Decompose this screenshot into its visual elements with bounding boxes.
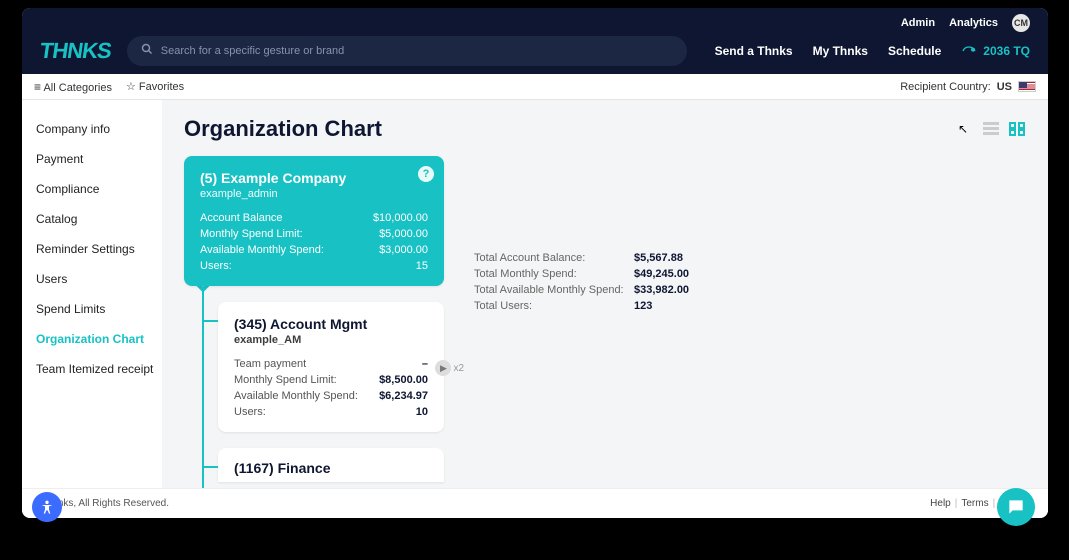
help-icon[interactable]: ?: [418, 166, 434, 182]
expand-badge[interactable]: ▶ x2: [435, 360, 464, 376]
node-subtitle: example_admin: [200, 188, 428, 200]
content-header: Organization Chart ↖: [184, 116, 1026, 142]
stat-label: Available Monthly Spend:: [234, 390, 358, 402]
node-subtitle: example_AM: [234, 334, 428, 346]
grid-view-toggle[interactable]: [1008, 122, 1026, 136]
my-thnks-link[interactable]: My Thnks: [813, 44, 868, 58]
stat-label: Available Monthly Spend:: [200, 244, 324, 256]
stat-label: Users:: [234, 406, 266, 418]
summary-label: Total Users:: [474, 300, 634, 312]
favorites[interactable]: ☆ Favorites: [126, 80, 184, 93]
summary-label: Total Monthly Spend:: [474, 268, 634, 280]
expand-icon: ▶: [435, 360, 451, 376]
sidebar-item-spend-limits[interactable]: Spend Limits: [36, 294, 162, 324]
node-title: (345) Account Mgmt: [234, 316, 428, 332]
logo[interactable]: THNKS: [38, 38, 112, 64]
avatar[interactable]: CM: [1012, 14, 1030, 32]
send-thnks-link[interactable]: Send a Thnks: [715, 44, 793, 58]
stat-value: 10: [416, 406, 428, 418]
footer: 2 Thnks, All Rights Reserved. Help | Ter…: [22, 488, 1048, 518]
all-categories[interactable]: ≡ All Categories: [34, 80, 112, 94]
sidebar: Company info Payment Compliance Catalog …: [22, 100, 162, 518]
tq-amount: 2036 TQ: [983, 44, 1030, 58]
search-wrap[interactable]: [127, 36, 687, 66]
sidebar-item-catalog[interactable]: Catalog: [36, 204, 162, 234]
tq-balance[interactable]: 2036 TQ: [961, 43, 1030, 59]
chat-fab[interactable]: [997, 488, 1035, 526]
stat-value: $5,000.00: [379, 228, 428, 240]
org-node-child[interactable]: ▶ x2 (345) Account Mgmt example_AM Team …: [218, 302, 444, 432]
separator: |: [955, 498, 958, 509]
recipient-country-value: US: [997, 81, 1012, 93]
tree-column: ? (5) Example Company example_admin Acco…: [184, 156, 444, 482]
content: Organization Chart ↖: [162, 100, 1048, 518]
footer-terms-link[interactable]: Terms: [961, 498, 988, 509]
summary-label: Total Account Balance:: [474, 252, 634, 264]
stat-label: Users:: [200, 260, 232, 272]
stat-label: Monthly Spend Limit:: [200, 228, 303, 240]
node-stats: Account Balance $10,000.00 Monthly Spend …: [200, 210, 428, 274]
sidebar-item-reminder-settings[interactable]: Reminder Settings: [36, 234, 162, 264]
stat-label: Monthly Spend Limit:: [234, 374, 337, 386]
list-view-toggle[interactable]: [982, 122, 1000, 136]
analytics-link[interactable]: Analytics: [949, 17, 998, 29]
sidebar-item-compliance[interactable]: Compliance: [36, 174, 162, 204]
summary-value: $49,245.00: [634, 268, 689, 280]
stat-value: 15: [416, 260, 428, 272]
separator: |: [993, 498, 996, 509]
all-categories-label: All Categories: [43, 82, 111, 94]
stat-label: Team payment: [234, 358, 306, 370]
accessibility-fab[interactable]: [32, 492, 62, 522]
tree-connector: [202, 282, 204, 518]
org-summary: Total Account Balance:$5,567.88 Total Mo…: [474, 250, 689, 314]
footer-help-link[interactable]: Help: [930, 498, 951, 509]
stat-value: $8,500.00: [379, 374, 428, 386]
body: Company info Payment Compliance Catalog …: [22, 100, 1048, 518]
page-title: Organization Chart: [184, 116, 382, 142]
summary-label: Total Available Monthly Spend:: [474, 284, 634, 296]
stat-value: $6,234.97: [379, 390, 428, 402]
topnav-links: Send a Thnks My Thnks Schedule 2036 TQ: [715, 43, 1030, 59]
admin-link[interactable]: Admin: [901, 17, 935, 29]
org-node-child-peek[interactable]: (1167) Finance: [218, 448, 444, 482]
sidebar-item-team-itemized-receipt[interactable]: Team Itemized receipt: [36, 354, 162, 384]
cursor-icon: ↖: [958, 122, 968, 136]
app-window: Admin Analytics CM THNKS Send a Thnks My…: [22, 8, 1048, 518]
node-stats: Team payment – Monthly Spend Limit: $8,500…: [234, 356, 428, 420]
sub-bar: ≡ All Categories ☆ Favorites Recipient C…: [22, 74, 1048, 100]
node-title: (5) Example Company: [200, 170, 428, 186]
summary-value: $5,567.88: [634, 252, 683, 264]
stat-value: $10,000.00: [373, 212, 428, 224]
sidebar-item-users[interactable]: Users: [36, 264, 162, 294]
summary-value: 123: [634, 300, 652, 312]
node-title: (1167) Finance: [234, 460, 428, 476]
stat-label: Account Balance: [200, 212, 283, 224]
search-input[interactable]: [161, 45, 673, 57]
stat-value: $3,000.00: [379, 244, 428, 256]
org-chart: ? (5) Example Company example_admin Acco…: [184, 156, 1026, 482]
recipient-country-label: Recipient Country:: [900, 81, 991, 93]
search-icon: [141, 42, 153, 60]
top-nav: Admin Analytics CM THNKS Send a Thnks My…: [22, 8, 1048, 74]
schedule-link[interactable]: Schedule: [888, 44, 941, 58]
sidebar-item-payment[interactable]: Payment: [36, 144, 162, 174]
org-node-root[interactable]: ? (5) Example Company example_admin Acco…: [184, 156, 444, 286]
sidebar-item-organization-chart[interactable]: Organization Chart: [36, 324, 162, 354]
view-toggles: ↖: [958, 122, 1026, 136]
topnav-upper: Admin Analytics CM: [901, 14, 1030, 32]
hamburger-icon: ≡: [34, 80, 41, 94]
favorites-label: Favorites: [139, 81, 184, 93]
expand-count: x2: [453, 363, 464, 374]
star-icon: ☆: [126, 81, 136, 93]
summary-value: $33,982.00: [634, 284, 689, 296]
sidebar-item-company-info[interactable]: Company info: [36, 114, 162, 144]
flag-us-icon[interactable]: [1018, 81, 1036, 92]
topnav-main: THNKS Send a Thnks My Thnks Schedule 203…: [40, 36, 1030, 66]
stat-value: –: [422, 358, 428, 370]
